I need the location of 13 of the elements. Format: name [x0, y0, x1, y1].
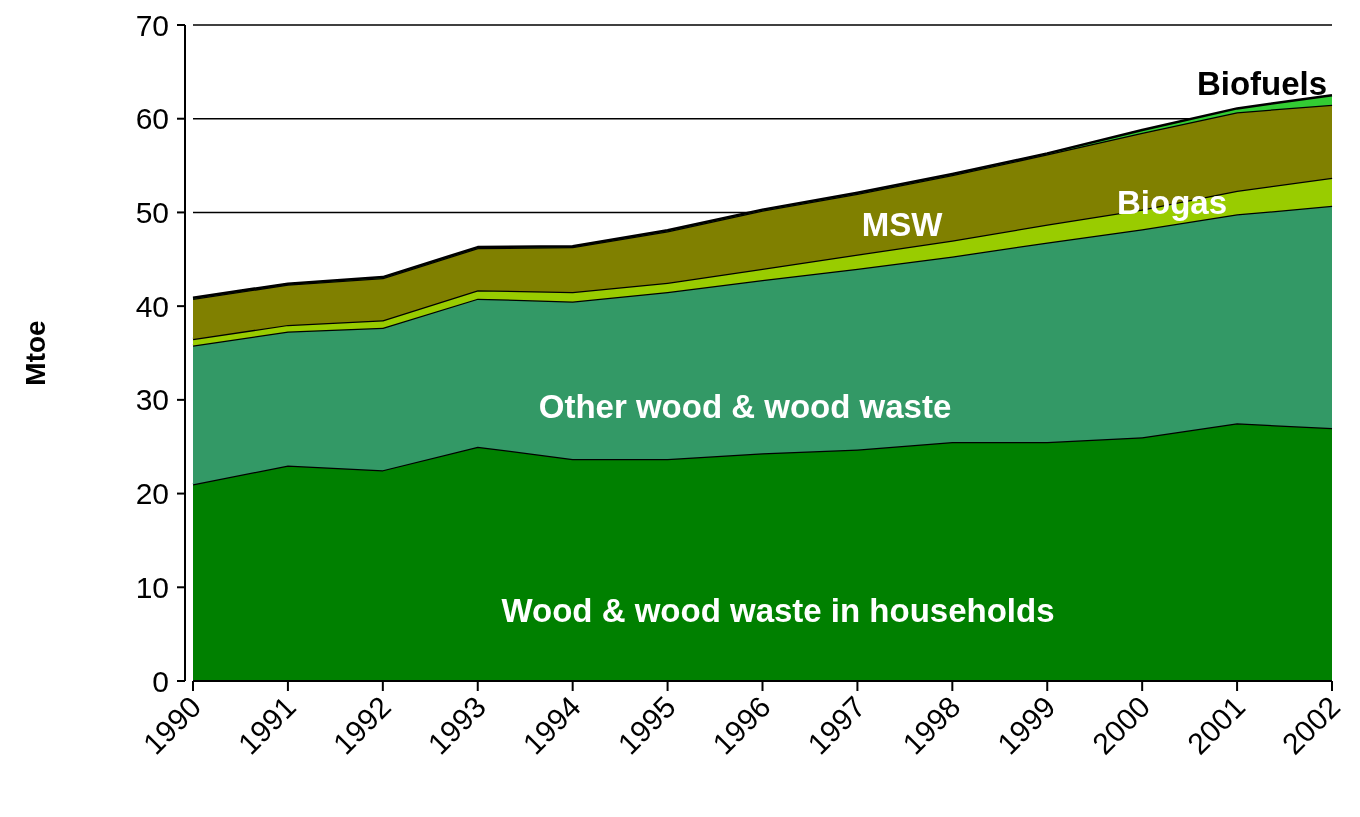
series-label: Other wood & wood waste [538, 388, 952, 425]
series-label: Biofuels [1196, 65, 1328, 102]
y-tick-label: 30 [135, 383, 169, 417]
series-label: MSW [861, 206, 944, 243]
y-tick-label: 20 [135, 477, 169, 511]
y-tick-label: 60 [135, 102, 169, 136]
y-tick-label: 10 [135, 570, 169, 604]
y-tick-label: 0 [152, 664, 169, 698]
y-axis-title: Mtoe [20, 320, 51, 386]
y-tick-label: 50 [135, 195, 169, 229]
y-tick-label: 70 [135, 8, 169, 42]
y-tick-label: 40 [135, 289, 169, 323]
series-label: Biogas [1116, 184, 1228, 221]
